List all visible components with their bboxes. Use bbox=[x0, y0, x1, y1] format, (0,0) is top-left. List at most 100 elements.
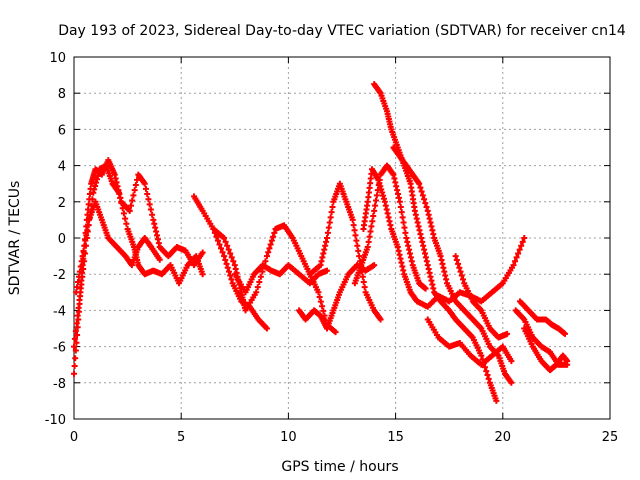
data-point bbox=[142, 185, 149, 192]
data-point bbox=[351, 227, 358, 234]
y-tick-label: 0 bbox=[58, 232, 66, 247]
x-tick-label: 15 bbox=[387, 430, 404, 445]
y-axis-label: SDTVAR / TECUs bbox=[7, 181, 23, 296]
data-point bbox=[422, 200, 429, 207]
data-point bbox=[263, 325, 270, 332]
data-point bbox=[402, 229, 409, 236]
data-point bbox=[228, 254, 235, 261]
data-point bbox=[399, 214, 406, 221]
data-point bbox=[85, 222, 92, 229]
data-point bbox=[263, 253, 270, 260]
data-point bbox=[508, 358, 515, 365]
data-point bbox=[214, 237, 221, 244]
data-point bbox=[144, 191, 151, 198]
data-point bbox=[456, 264, 463, 271]
data-point bbox=[516, 246, 523, 253]
data-point bbox=[373, 192, 380, 199]
data-point bbox=[455, 260, 462, 267]
data-point bbox=[327, 214, 334, 221]
grid-lines bbox=[74, 57, 610, 419]
data-point bbox=[368, 223, 375, 230]
data-point bbox=[453, 256, 460, 263]
data-point bbox=[423, 203, 430, 210]
data-point bbox=[350, 222, 357, 229]
data-point bbox=[332, 329, 339, 336]
data-point bbox=[323, 267, 330, 274]
data-point bbox=[77, 263, 84, 270]
data-point bbox=[74, 331, 81, 338]
data-point bbox=[199, 249, 206, 256]
chart-title: Day 193 of 2023, Sidereal Day-to-day VTE… bbox=[58, 23, 626, 39]
data-point bbox=[71, 362, 78, 369]
y-tick-label: 4 bbox=[58, 160, 66, 175]
y-tick-label: -10 bbox=[45, 413, 66, 428]
data-point bbox=[452, 253, 459, 260]
data-point bbox=[83, 232, 90, 239]
data-point bbox=[257, 273, 264, 280]
data-point bbox=[117, 194, 124, 201]
data-point bbox=[372, 202, 379, 209]
data-point bbox=[319, 303, 326, 310]
data-point bbox=[81, 242, 88, 249]
data-point bbox=[364, 244, 371, 251]
data-point bbox=[253, 289, 260, 296]
data-point bbox=[353, 237, 360, 244]
data-point bbox=[76, 268, 83, 275]
data-point bbox=[416, 180, 423, 187]
data-point bbox=[421, 196, 428, 203]
data-point bbox=[147, 206, 154, 213]
data-point bbox=[323, 235, 330, 241]
data-point bbox=[266, 245, 273, 252]
data-point bbox=[84, 227, 91, 234]
data-point bbox=[224, 264, 231, 271]
data-point bbox=[361, 284, 368, 291]
data-point bbox=[131, 187, 138, 194]
axis-ticks: 0 5 10 15 20 25 -10 -8 -6 -4 -2 0 2 4 6 8 10 bbox=[45, 51, 619, 445]
data-point bbox=[508, 379, 515, 386]
data-point bbox=[118, 200, 125, 207]
data-point bbox=[75, 273, 82, 280]
data-point bbox=[73, 289, 80, 296]
data-point bbox=[510, 262, 517, 269]
data-point bbox=[127, 202, 134, 209]
data-point bbox=[72, 328, 79, 335]
data-point bbox=[513, 254, 520, 261]
data-point bbox=[349, 216, 356, 223]
data-point bbox=[218, 245, 225, 252]
x-tick-label: 20 bbox=[495, 430, 512, 445]
data-point bbox=[82, 237, 89, 244]
data-point bbox=[73, 320, 80, 327]
data-point bbox=[371, 207, 378, 214]
y-tick-label: 2 bbox=[58, 196, 66, 211]
data-point bbox=[268, 237, 275, 244]
data-point bbox=[267, 241, 274, 248]
series-prn-b bbox=[71, 162, 206, 350]
data-point bbox=[518, 242, 525, 249]
series-prn-k bbox=[371, 81, 500, 404]
data-point bbox=[222, 238, 229, 245]
data-point bbox=[71, 343, 77, 350]
x-tick-label: 10 bbox=[280, 430, 297, 445]
data-point bbox=[360, 278, 367, 285]
data-point bbox=[355, 247, 362, 254]
data-point bbox=[320, 307, 327, 314]
data-point bbox=[328, 209, 335, 216]
data-point bbox=[76, 297, 83, 304]
data-point bbox=[78, 281, 85, 288]
x-tick-label: 25 bbox=[602, 430, 619, 445]
series-prn-c bbox=[73, 198, 163, 296]
data-point bbox=[417, 184, 424, 191]
data-point bbox=[401, 224, 408, 231]
data-point bbox=[329, 203, 336, 210]
data-point bbox=[256, 278, 263, 285]
data-point bbox=[418, 188, 425, 195]
data-point bbox=[254, 284, 261, 291]
data-point bbox=[224, 242, 231, 249]
data-point bbox=[356, 253, 363, 260]
data-point bbox=[262, 258, 269, 265]
x-axis-label: GPS time / hours bbox=[281, 459, 398, 475]
data-point bbox=[145, 196, 152, 203]
data-point bbox=[324, 229, 331, 236]
data-point bbox=[400, 219, 407, 226]
